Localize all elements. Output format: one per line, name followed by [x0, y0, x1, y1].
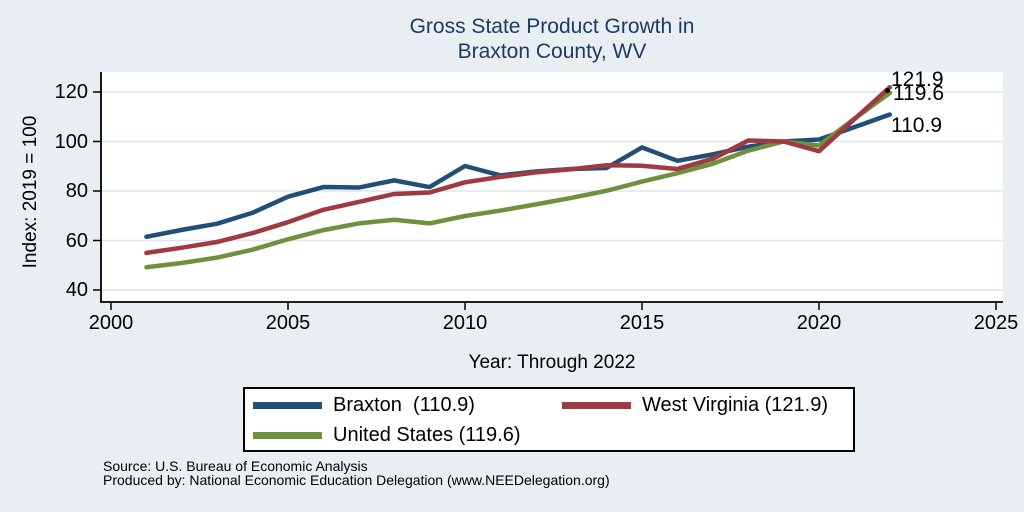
chart-title-line1: Gross State Product Growth in: [409, 15, 695, 38]
producer-note: Produced by: National Economic Education…: [103, 472, 610, 488]
source-note: Source: U.S. Bureau of Economic Analysis: [103, 458, 368, 474]
legend-box: [243, 387, 855, 452]
x-tick-label-2010: 2010: [442, 312, 488, 334]
legend-swatch-west-virginia: [562, 401, 631, 409]
y-tick-label-60: 60: [65, 229, 88, 252]
legend-label-braxton: Braxton (110.9): [333, 394, 475, 416]
chart-title-line2: Braxton County, WV: [457, 40, 647, 63]
legend-item-braxton: Braxton (110.9): [253, 395, 475, 415]
x-axis-title: Year: Through 2022: [468, 352, 636, 373]
plot-background: [101, 72, 1003, 302]
x-tick-label-2020: 2020: [796, 312, 842, 334]
y-tick-label-100: 100: [54, 130, 88, 153]
legend-label-united-states: United States (119.6): [333, 424, 521, 446]
end-value-label-west-virginia: 121.9: [891, 68, 944, 91]
legend-swatch-united-states: [253, 431, 322, 439]
series-line-united-states: [144, 90, 893, 270]
y-tick-label-120: 120: [54, 81, 88, 103]
end-point-dot-icon: [885, 88, 890, 93]
end-value-label-braxton: 110.9: [891, 114, 942, 137]
x-tick-label-2000: 2000: [88, 312, 134, 334]
x-tick-label-2025: 2025: [973, 312, 1019, 334]
y-tick-label-80: 80: [65, 180, 88, 202]
y-tick-label-40: 40: [65, 279, 88, 301]
end-value-label-united-states: 119.6: [893, 82, 944, 105]
legend-swatch-braxton: [253, 401, 322, 409]
legend-label-west-virginia: West Virginia (121.9): [642, 394, 829, 416]
legend-item-united-states: United States (119.6): [253, 425, 521, 445]
x-tick-label-2005: 2005: [265, 312, 311, 334]
x-tick-label-2015: 2015: [619, 312, 665, 334]
legend-item-west-virginia: West Virginia (121.9): [562, 395, 828, 415]
series-line-west-virginia: [144, 85, 893, 256]
